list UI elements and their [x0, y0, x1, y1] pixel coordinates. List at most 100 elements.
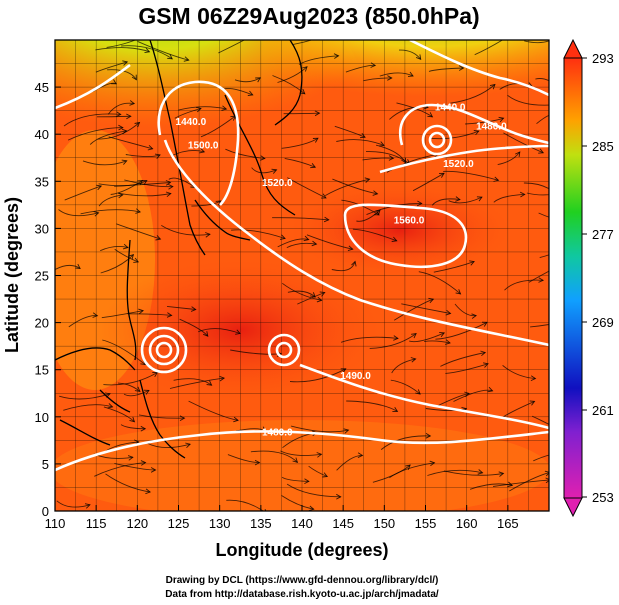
streamline-arrow [336, 493, 342, 500]
streamline [127, 313, 172, 316]
streamline [103, 406, 135, 423]
streamline-arrow [455, 289, 462, 295]
streamline-arrow [483, 362, 489, 368]
x-tick-label: 150 [373, 516, 395, 531]
credit-line-1: Drawing by DCL (https://www.gfd-dennou.o… [166, 575, 439, 586]
streamline-arrow [185, 442, 191, 449]
streamline [331, 261, 356, 272]
streamline-arrow [215, 200, 222, 206]
streamline [68, 315, 98, 328]
streamline [286, 242, 317, 249]
streamline [106, 40, 137, 48]
streamline [281, 476, 309, 482]
streamline-arrow [140, 460, 147, 466]
streamline [281, 495, 314, 510]
y-axis-label: Latitude (degrees) [2, 197, 22, 353]
streamline-arrow [427, 112, 434, 118]
streamline-arrow [271, 168, 278, 174]
streamline-arrow [378, 141, 385, 147]
streamline [389, 106, 429, 120]
x-tick-label: 110 [45, 516, 66, 531]
streamline [379, 72, 414, 77]
streamline-arrow [84, 503, 91, 509]
streamline-arrow [340, 368, 347, 374]
streamline [474, 40, 504, 56]
streamline-arrow [359, 133, 366, 139]
streamline-arrow [134, 386, 141, 392]
streamline-arrow [343, 428, 350, 434]
streamline [110, 180, 143, 195]
colorbar: 253 261 269 277 285 293 [563, 38, 614, 518]
streamline-arrow [152, 372, 159, 378]
streamline [170, 149, 205, 157]
colorbar-bar [563, 57, 583, 499]
y-tick-label: 15 [35, 363, 49, 378]
streamline-arrow [138, 308, 145, 315]
streamline [283, 112, 320, 115]
streamline [290, 425, 349, 433]
streamline-arrow [122, 243, 129, 250]
x-tick-label: 125 [168, 516, 190, 531]
streamline [430, 130, 479, 140]
streamline-arrow [129, 416, 136, 423]
streamline-arrow [347, 245, 354, 252]
streamline-arrow [128, 254, 135, 260]
streamline-arrow [131, 74, 137, 81]
y-tick-label: 35 [35, 174, 49, 189]
streamline [272, 75, 306, 95]
streamline-arrow [411, 333, 417, 339]
colorbar-min-arrow [563, 497, 583, 518]
streamline [123, 389, 150, 397]
streamline [200, 115, 236, 138]
streamline-arrow [122, 60, 129, 66]
streamline-arrow [233, 416, 239, 423]
streamline-arrow [167, 54, 173, 60]
streamline-arrow [302, 66, 308, 72]
streamline-arrow [520, 191, 526, 198]
colorbar-tick-label: 277 [592, 227, 614, 242]
streamline-arrow [316, 296, 323, 303]
x-tick-label: 165 [497, 516, 519, 531]
streamline [108, 136, 153, 150]
contour-label: 1490.0 [340, 371, 371, 382]
streamline-arrow [557, 451, 561, 456]
streamline [67, 127, 123, 141]
streamline-arrow [92, 312, 99, 318]
streamline [280, 450, 322, 456]
streamline-arrow [544, 470, 549, 477]
streamline [536, 114, 549, 125]
streamline [281, 137, 319, 149]
streamline [120, 424, 146, 430]
streamline-arrow [121, 128, 128, 135]
streamline [502, 400, 535, 418]
streamline [97, 122, 140, 140]
streamline [435, 321, 488, 340]
streamline [427, 469, 483, 476]
streamline-arrow [429, 460, 436, 467]
x-tick-label: 140 [291, 516, 313, 531]
streamline-arrow [260, 155, 266, 161]
streamline [82, 160, 127, 166]
streamline [102, 339, 146, 365]
streamline [146, 442, 191, 449]
streamline [393, 298, 434, 321]
streamline [497, 151, 521, 166]
streamline-arrow [439, 331, 446, 338]
streamline [334, 125, 366, 138]
streamline [502, 365, 536, 379]
x-tick-label: 130 [209, 516, 231, 531]
streamline [114, 462, 156, 471]
streamline [409, 332, 445, 343]
streamline-arrow [219, 375, 226, 382]
colorbar-max-arrow [563, 38, 583, 59]
streamline [55, 264, 81, 270]
streamline [94, 462, 146, 477]
streamline [179, 318, 209, 337]
streamline-arrow [498, 471, 505, 477]
streamline-arrow [308, 505, 315, 511]
streamline [539, 254, 549, 259]
streamline-arrow [445, 339, 451, 345]
streamline-arrow [107, 403, 114, 409]
streamline-arrow [145, 488, 152, 495]
streamline [524, 40, 549, 44]
